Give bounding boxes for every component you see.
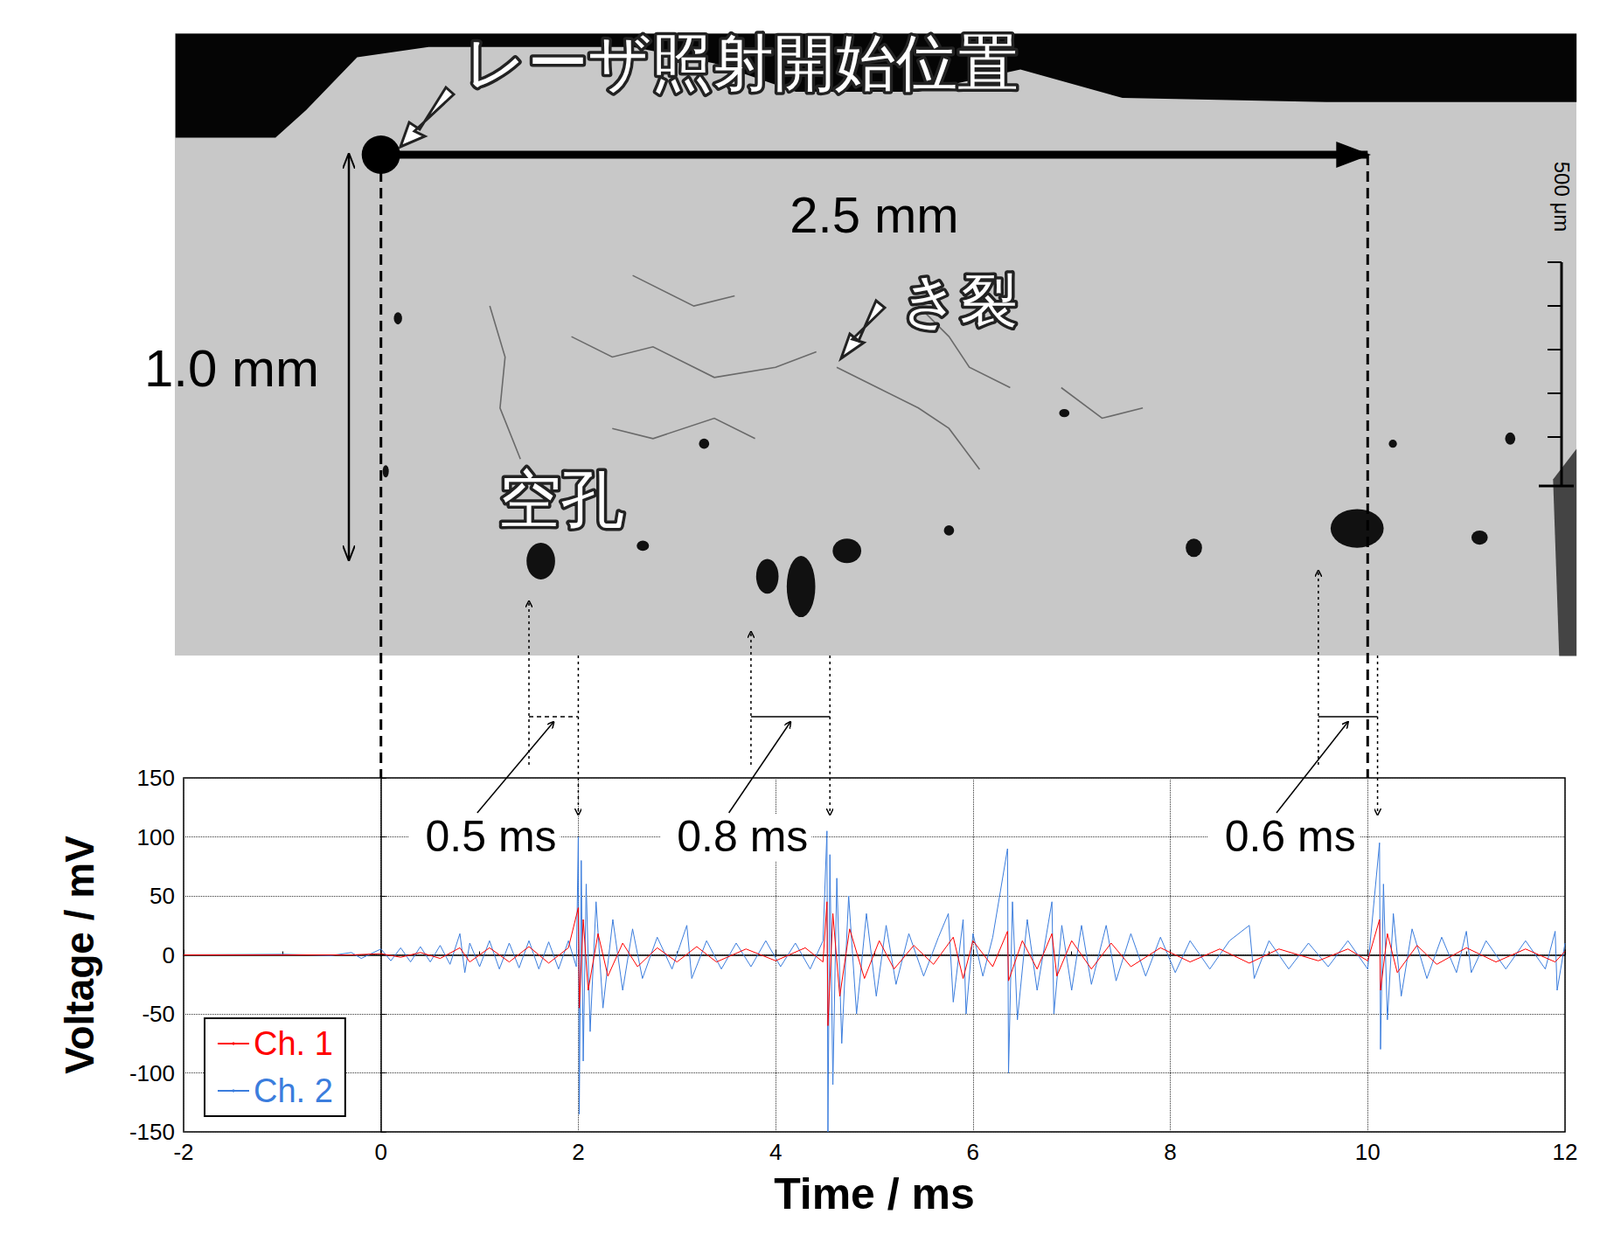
svg-text:1.0 mm: 1.0 mm	[144, 339, 320, 398]
svg-text:500 μm: 500 μm	[1550, 161, 1574, 233]
svg-text:Voltage / mV: Voltage / mV	[56, 835, 103, 1075]
svg-text:0.5 ms: 0.5 ms	[425, 812, 557, 862]
svg-text:12: 12	[1552, 1139, 1579, 1166]
svg-text:-2: -2	[173, 1139, 194, 1166]
svg-text:150: 150	[137, 765, 175, 792]
svg-text:-50: -50	[141, 1001, 175, 1028]
svg-text:Ch. 2: Ch. 2	[253, 1072, 334, 1110]
svg-text:空孔: 空孔	[498, 464, 625, 535]
svg-text:2.5 mm: 2.5 mm	[789, 186, 959, 244]
svg-text:50: 50	[149, 883, 175, 910]
svg-text:4: 4	[769, 1139, 782, 1166]
svg-text:0.8 ms: 0.8 ms	[676, 812, 808, 862]
svg-text:10: 10	[1355, 1139, 1381, 1166]
svg-text:Time / ms: Time / ms	[773, 1169, 975, 1219]
svg-text:Ch. 1: Ch. 1	[253, 1025, 334, 1063]
svg-text:レーザ照射開始位置: レーザ照射開始位置	[464, 28, 1019, 98]
svg-text:0.6 ms: 0.6 ms	[1224, 812, 1357, 862]
svg-text:0: 0	[162, 942, 175, 969]
svg-text:-150: -150	[129, 1119, 175, 1146]
svg-text:8: 8	[1163, 1139, 1176, 1166]
svg-text:-100: -100	[129, 1060, 175, 1087]
svg-text:100: 100	[137, 824, 175, 851]
svg-text:き裂: き裂	[900, 267, 1018, 333]
svg-text:6: 6	[966, 1139, 980, 1166]
svg-text:2: 2	[571, 1139, 585, 1166]
svg-text:0: 0	[374, 1139, 387, 1166]
